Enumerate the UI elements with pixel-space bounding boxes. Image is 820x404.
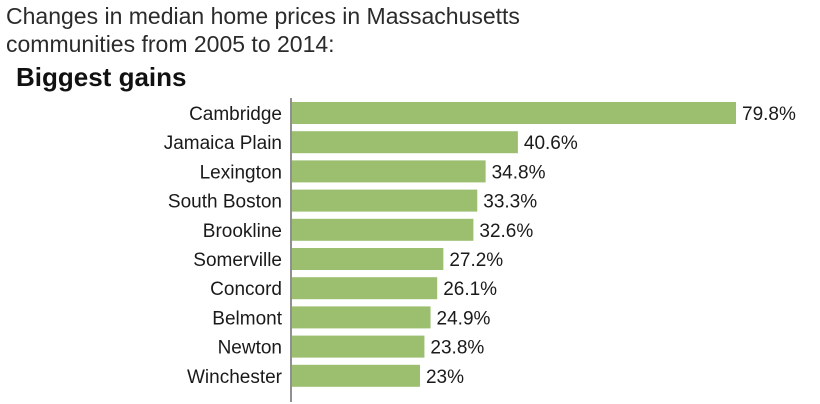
category-label: South Boston <box>168 192 282 213</box>
category-label: Jamaica Plain <box>164 133 282 154</box>
bar-cambridge <box>292 102 736 124</box>
value-label: 23% <box>426 367 464 388</box>
chart-subtitle: Biggest gains <box>16 62 187 92</box>
category-label: Concord <box>210 279 282 300</box>
bar-somerville <box>292 248 444 270</box>
value-label: 34.8% <box>492 162 546 183</box>
value-label: 24.9% <box>437 308 491 329</box>
bar-belmont <box>292 306 431 329</box>
chart-title-line-1: Changes in median home prices in Massach… <box>6 3 520 29</box>
value-label: 27.2% <box>449 250 503 271</box>
value-label: 40.6% <box>524 133 578 154</box>
category-label: Brookline <box>203 221 282 242</box>
category-label: Lexington <box>200 162 282 183</box>
value-label: 79.8% <box>742 104 796 125</box>
bar-concord <box>292 277 438 300</box>
bar-lexington <box>292 160 486 183</box>
chart-title: Changes in median home prices in Massach… <box>6 2 646 58</box>
value-label: 32.6% <box>479 221 533 242</box>
value-label: 26.1% <box>443 279 497 300</box>
category-label: Belmont <box>212 308 282 329</box>
bar-winchester <box>292 364 420 387</box>
category-label: Newton <box>218 338 282 359</box>
chart-title-line-2: communities from 2005 to 2014: <box>6 31 335 57</box>
bar-newton <box>292 335 425 358</box>
category-label: Somerville <box>193 250 282 271</box>
value-label: 33.3% <box>483 192 537 213</box>
bar-south-boston <box>292 189 478 212</box>
bar-jamaica-plain <box>292 131 518 154</box>
category-label: Cambridge <box>189 104 282 125</box>
bar-brookline <box>292 218 474 241</box>
category-label: Winchester <box>187 367 283 388</box>
value-label: 23.8% <box>430 338 484 359</box>
